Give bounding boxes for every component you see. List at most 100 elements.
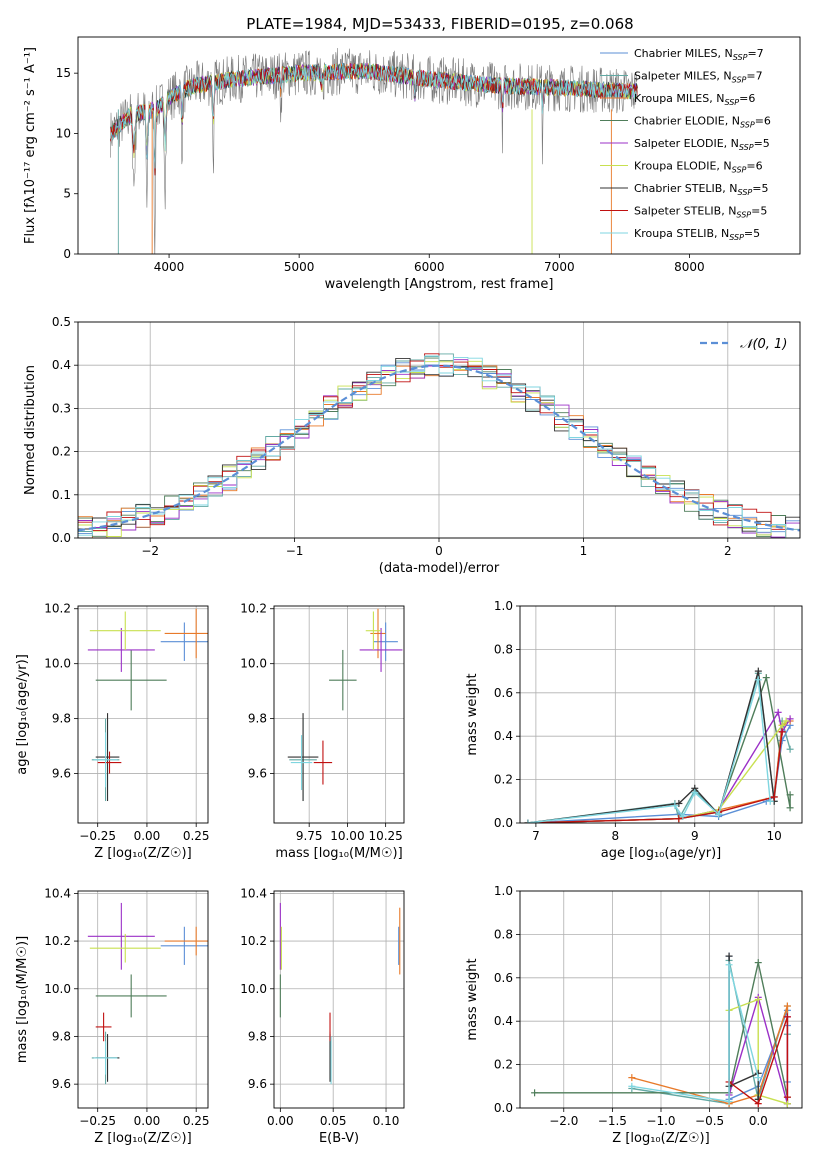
- x-tick-label: 0.25: [183, 829, 210, 843]
- x-tick-label: 10.25: [368, 829, 402, 843]
- y-tick-label: 9.8: [52, 1029, 71, 1043]
- x-tick-label: 7000: [544, 260, 575, 274]
- weight-series: [527, 731, 783, 823]
- x-tick-label: −1.5: [598, 1114, 627, 1128]
- weight-series: [527, 725, 791, 823]
- y-tick-label: 10.2: [44, 602, 71, 616]
- x-tick-label: 2: [724, 544, 732, 558]
- x-tick-label: 6000: [414, 260, 445, 274]
- y-tick-label: 10.0: [44, 982, 71, 996]
- age-vs-Z-axes: −0.25 0.00 0.25 9.6 9.8 10.0 10.2 Z [log₁₀(Z/Z☉…: [15, 602, 210, 861]
- spectrum-axes: 4000 5000 6000 7000 8000 0 5 10 15 wavelength [An…: [23, 47, 705, 292]
- legend-label: Salpeter ELODIE, NSSP=5: [634, 137, 770, 152]
- y-tick-label: 10.2: [240, 934, 267, 948]
- x-axis-label: age [log₁₀(age/yr)]: [601, 846, 722, 861]
- x-tick-label: −0.25: [79, 1114, 116, 1128]
- axes-frame: [77, 321, 801, 539]
- x-axis-label: mass [log₁₀(M/M☉)]: [275, 846, 402, 861]
- x-tick-label: −0.25: [79, 829, 116, 843]
- y-tick-label: 9.8: [52, 712, 71, 726]
- y-tick-label: 0.0: [494, 1101, 513, 1115]
- legend-label: 𝒩(0, 1): [740, 337, 787, 352]
- x-tick-label: 8: [612, 829, 620, 843]
- x-tick-label: 0.00: [134, 829, 161, 843]
- y-tick-label: 0.0: [494, 816, 513, 830]
- y-tick-label: 0.4: [494, 729, 513, 743]
- age-vs-mass-axes: 9.75 10.00 10.25 9.6 9.8 10.0 10.2 mass [log₁₀(…: [240, 602, 404, 861]
- y-tick-label: 0.4: [494, 1014, 513, 1028]
- y-tick-label: 9.6: [52, 1077, 71, 1091]
- x-tick-label: 9.75: [296, 829, 323, 843]
- y-tick-label: 10.0: [240, 982, 267, 996]
- y-axis-label: mass [log₁₀(M/M☉)]: [15, 936, 30, 1063]
- y-tick-label: 10.0: [44, 657, 71, 671]
- x-axis-label: Z [log₁₀(Z/Z☉)]: [612, 1131, 709, 1146]
- x-axis-label: (data-model)/error: [379, 561, 500, 576]
- y-tick-label: 0: [63, 247, 71, 261]
- x-tick-label: −0.5: [695, 1114, 724, 1128]
- weight-vs-age-lines: [524, 667, 794, 823]
- x-tick-label: 0.10: [373, 1114, 400, 1128]
- y-tick-label: 5: [63, 187, 71, 201]
- x-axis-label: Z [log₁₀(Z/Z☉)]: [94, 1131, 191, 1146]
- y-tick-label: 1.0: [494, 884, 513, 898]
- y-tick-label: 10: [56, 126, 71, 140]
- axes-frame: [77, 890, 209, 1109]
- weight-vs-age-axes: 7 8 9 10 0.0 0.2 0.4 0.6 0.8 1.0 age [log₁₀(age/yr…: [465, 599, 802, 861]
- x-tick-label: 0.05: [320, 1114, 347, 1128]
- x-tick-label: 10: [767, 829, 782, 843]
- y-axis-label: Flux [fλ10⁻¹⁷ erg cm⁻² s⁻¹ A⁻¹]: [23, 47, 38, 244]
- y-tick-label: 0.4: [52, 358, 71, 372]
- x-tick-label: 10.00: [330, 829, 364, 843]
- y-tick-label: 10.2: [240, 602, 267, 616]
- weight-series: [527, 679, 771, 823]
- x-axis-label: wavelength [Angstrom, rest frame]: [325, 277, 554, 292]
- y-tick-label: 0.0: [52, 531, 71, 545]
- axes-frame: [519, 890, 803, 1109]
- y-tick-label: 0.5: [52, 315, 71, 329]
- histograms: [78, 353, 800, 538]
- legend: 𝒩(0, 1): [700, 337, 787, 352]
- x-tick-label: 7: [532, 829, 540, 843]
- y-tick-label: 0.2: [52, 445, 71, 459]
- x-tick-label: 9: [691, 829, 699, 843]
- legend-label: Kroupa MILES, NSSP=6: [634, 92, 755, 107]
- y-tick-label: 9.8: [248, 1029, 267, 1043]
- mass-vs-EBV-errorbars: [279, 902, 401, 1085]
- figure-title: PLATE=1984, MJD=53433, FIBERID=0195, z=0…: [246, 15, 633, 33]
- y-tick-label: 0.2: [494, 1058, 513, 1072]
- legend-label: Chabrier ELODIE, NSSP=6: [634, 115, 771, 130]
- weight-series: [527, 670, 775, 823]
- x-tick-label: 0.25: [183, 1114, 210, 1128]
- legend-label: Salpeter STELIB, NSSP=5: [634, 205, 767, 220]
- weight-series: [631, 964, 759, 1103]
- age-vs-Z-errorbars: [87, 608, 208, 802]
- x-tick-label: −1.0: [646, 1114, 675, 1128]
- y-tick-label: 15: [56, 66, 71, 80]
- weight-vs-Z-axes: −2.0 −1.5 −1.0 −0.5 0.0 0.0 0.2 0.4 0.6 0.8 1.0 Z […: [465, 884, 802, 1146]
- axes-frame: [77, 605, 209, 824]
- y-tick-label: 0.6: [494, 971, 513, 985]
- histogram-series: [78, 357, 800, 532]
- legend-label: Kroupa ELODIE, NSSP=6: [634, 160, 763, 175]
- legend-label: Kroupa STELIB, NSSP=5: [634, 227, 760, 242]
- x-tick-label: 0.00: [267, 1114, 294, 1128]
- y-tick-label: 9.6: [248, 767, 267, 781]
- y-tick-label: 10.2: [44, 934, 71, 948]
- y-tick-label: 0.2: [494, 773, 513, 787]
- y-tick-label: 0.3: [52, 401, 71, 415]
- y-tick-label: 0.1: [52, 488, 71, 502]
- y-tick-label: 9.6: [52, 767, 71, 781]
- mass-vs-EBV-axes: 0.00 0.05 0.10 9.6 9.8 10.0 10.2 10.4 E(B-V): [240, 886, 404, 1146]
- mass-vs-Z-errorbars: [87, 902, 208, 1085]
- x-tick-label: 1: [580, 544, 588, 558]
- x-tick-label: 8000: [674, 260, 705, 274]
- y-axis-label: Normed distribution: [23, 365, 38, 495]
- y-tick-label: 10.4: [240, 886, 267, 900]
- residuals-axes: −2 −1 0 1 2 0.0 0.1 0.2 0.3 0.4 0.5 (data-model)/er…: [23, 315, 800, 576]
- y-axis-label: mass weight: [465, 958, 480, 1040]
- x-tick-label: 4000: [154, 260, 185, 274]
- y-tick-label: 1.0: [494, 599, 513, 613]
- y-tick-label: 0.8: [494, 927, 513, 941]
